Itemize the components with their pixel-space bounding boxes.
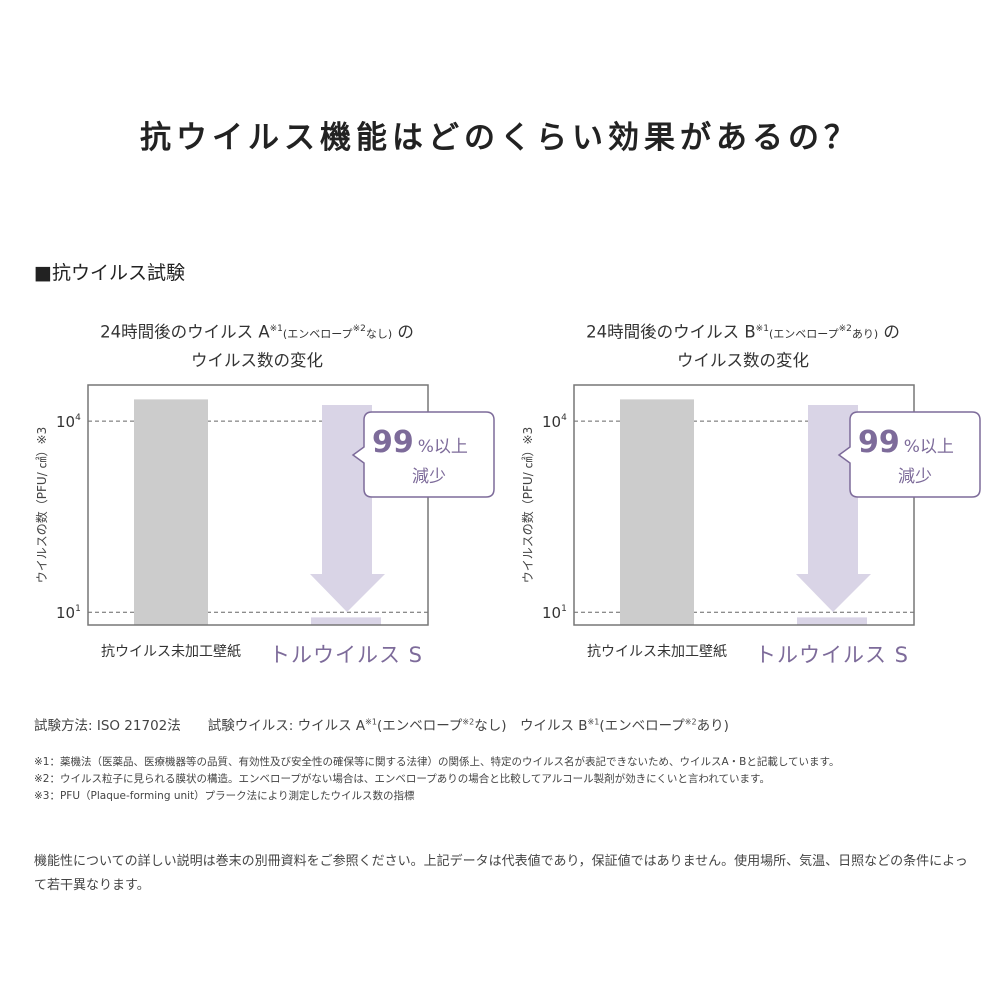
test-method: 試験方法: ISO 21702法 試験ウイルス: ウイルス A※1(エンベロープ…: [34, 717, 729, 735]
callout-reduction: 減少: [898, 467, 932, 487]
callout-reduction: 減少: [412, 467, 446, 487]
page-title: 抗ウイルス機能はどのくらい効果があるの？: [140, 120, 860, 156]
plot-frame: [87, 384, 429, 626]
y-axis-label: ウイルスの数（PFU/ ㎠）※3: [34, 427, 49, 583]
y-axis-label: ウイルスの数（PFU/ ㎠）※3: [520, 427, 535, 583]
category-label-treated: トルウイルス S: [269, 643, 423, 667]
chart-a-title: 24時間後のウイルス A※1(エンベロープ※2なし) の ウイルス数の変化: [100, 322, 414, 370]
footer-note: 機能性についての詳しい説明は巻末の別冊資料をご参照ください。上記データは代表値で…: [34, 854, 968, 893]
footnote-3: ※3：PFU（Plaque-forming unit）プラーク法により測定したウ…: [34, 790, 415, 802]
chart-b-title: 24時間後のウイルス B※1(エンベロープ※2あり) の ウイルス数の変化: [586, 322, 900, 370]
category-label-treated: トルウイルス S: [755, 643, 909, 667]
bar-untreated: [620, 399, 694, 625]
section-heading: ■抗ウイルス試験: [34, 262, 185, 284]
y-tick-label: 104: [56, 413, 81, 431]
y-tick-label: 101: [56, 604, 81, 622]
footnote-1: ※1：薬機法（医薬品、医療機器等の品質、有効性及び安全性の確保等に関する法律）の…: [34, 756, 840, 768]
y-tick-label: 101: [542, 604, 567, 622]
footnote-2: ※2：ウイルス粒子に見られる膜状の構造。エンベロープがない場合は、エンベロープあ…: [34, 773, 770, 785]
callout-bubble: [837, 411, 981, 498]
category-label-untreated: 抗ウイルス未加工壁紙: [587, 644, 727, 660]
bar-untreated: [134, 399, 208, 625]
callout-bubble: [351, 411, 495, 498]
category-label-untreated: 抗ウイルス未加工壁紙: [101, 644, 241, 660]
plot-frame: [573, 384, 915, 626]
charts-svg: 10110499 %以上減少ウイルスの数（PFU/ ㎠）※3抗ウイルス未加工壁紙ト…: [34, 384, 981, 667]
bar-treated: [311, 617, 381, 625]
y-tick-label: 104: [542, 413, 567, 431]
bar-treated: [797, 617, 867, 625]
